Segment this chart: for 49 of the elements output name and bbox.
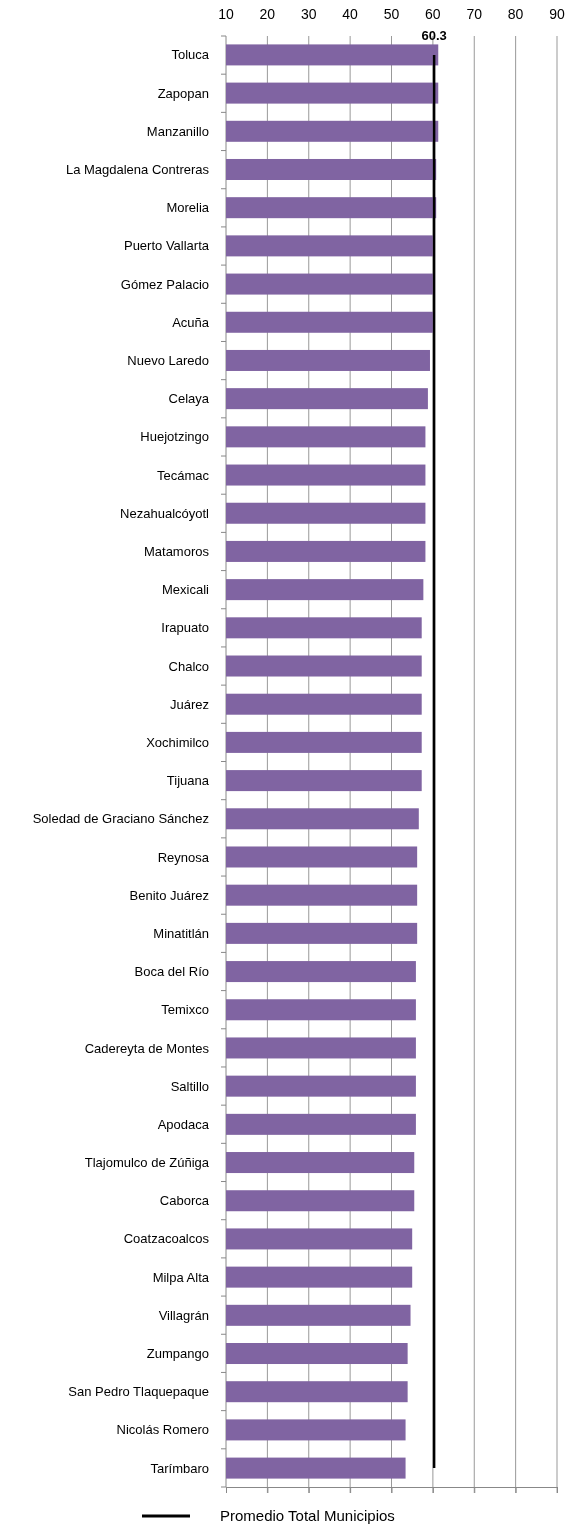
y-tick-label: Tijuana <box>166 773 210 789</box>
y-tick-label: Nuevo Laredo <box>127 353 209 369</box>
x-tick-label: 60 <box>425 6 441 22</box>
y-tick-label: Manzanillo <box>146 123 209 139</box>
annotation: 60.3 <box>421 28 447 44</box>
y-tick-label: Huejotzingo <box>140 429 209 445</box>
x-tick-label: 30 <box>300 6 317 22</box>
y-tick-label: Nezahualcóyotl <box>120 505 210 521</box>
y-tick-label: Xochimilco <box>146 734 209 750</box>
legend-label: Promedio Total Municipios <box>220 1507 395 1525</box>
y-tick-label: Zapopan <box>157 85 209 101</box>
y-tick-label: Tecámac <box>156 467 210 483</box>
y-tick-label: Minatitlán <box>153 925 209 941</box>
y-tick-label: Saltillo <box>170 1078 209 1094</box>
x-tick-label: 20 <box>259 6 276 22</box>
y-tick-label: Nicolás Romero <box>116 1422 209 1438</box>
y-tick-label: San Pedro Tlaquepaque <box>68 1384 209 1400</box>
x-tick-label: 10 <box>218 6 234 22</box>
y-tick-label: Celaya <box>168 391 210 407</box>
x-tick-label: 40 <box>342 6 359 22</box>
y-tick-label: Mexicali <box>162 582 210 598</box>
y-tick-label: Soledad de Graciano Sánchez <box>32 811 209 827</box>
y-tick-label: Caborca <box>159 1193 210 1209</box>
y-tick-label: Cadereyta de Montes <box>84 1040 210 1056</box>
x-tick-label: 90 <box>549 6 565 22</box>
y-tick-label: Zumpango <box>146 1346 209 1362</box>
y-tick-label: Benito Juárez <box>129 887 209 903</box>
y-tick-label: Tlajomulco de Zúñiga <box>84 1155 210 1171</box>
x-tick-label: 80 <box>507 6 524 22</box>
y-tick-label: Milpa Alta <box>152 1269 210 1285</box>
y-tick-label: Apodaca <box>157 1116 210 1132</box>
y-tick-label: Morelia <box>166 200 210 216</box>
y-tick-label: Acuña <box>172 314 210 330</box>
y-tick-label: Temixco <box>161 1002 209 1018</box>
y-tick-label: Irapuato <box>161 620 209 636</box>
y-tick-label: La Magdalena Contreras <box>65 162 210 178</box>
y-tick-label: Puerto Vallarta <box>123 238 210 254</box>
y-tick-label: Reynosa <box>157 849 210 865</box>
y-tick-label: Villagrán <box>158 1307 209 1323</box>
y-tick-label: Tarímbaro <box>150 1460 209 1476</box>
y-tick-label: Gómez Palacio <box>120 276 209 292</box>
x-tick-label: 50 <box>383 6 400 22</box>
y-tick-label: Juárez <box>169 696 209 712</box>
x-tick-label: 70 <box>466 6 483 22</box>
y-tick-label: Chalco <box>168 658 209 674</box>
y-tick-label: Boca del Río <box>134 964 209 980</box>
y-tick-label: Coatzacoalcos <box>123 1231 210 1247</box>
y-tick-label: Toluca <box>171 47 210 63</box>
y-tick-label: Matamoros <box>143 543 210 559</box>
